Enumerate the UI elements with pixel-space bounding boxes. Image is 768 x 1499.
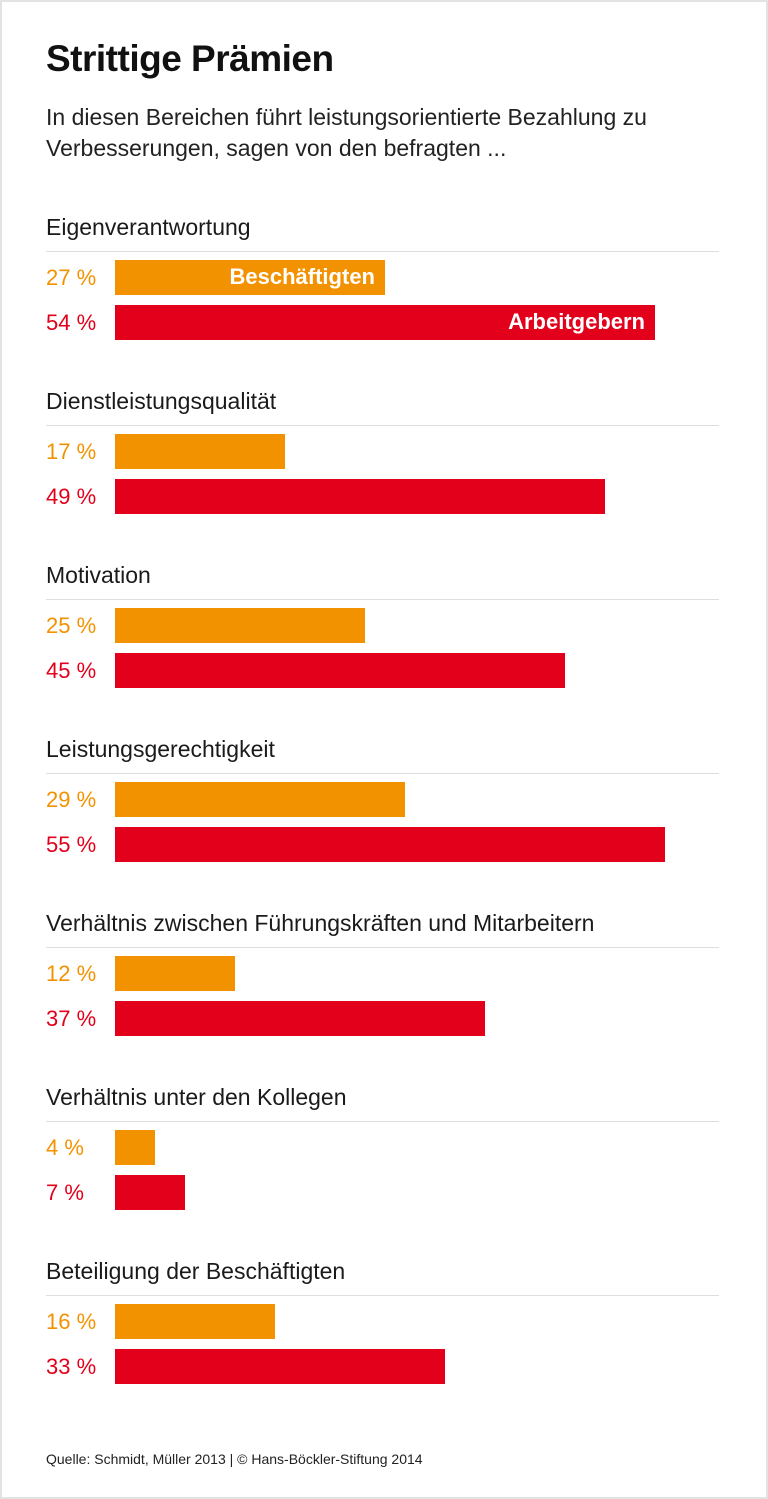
category-group: Beteiligung der Beschäftigten 16 % 33 % (46, 1258, 719, 1432)
bar-beschaeftigte: Beschäftigten (115, 260, 385, 295)
value-label: 33 % (46, 1354, 97, 1379)
category-group: Motivation 25 % 45 % (46, 562, 719, 736)
bar-beschaeftigte (115, 434, 285, 469)
category-label: Verhältnis zwischen Führungskräften und … (46, 910, 595, 936)
value-label: 37 % (46, 1006, 97, 1031)
value-label: 7 % (46, 1180, 84, 1205)
divider (46, 1121, 719, 1122)
category-group: Eigenverantwortung 27 % Beschäftigten 54 % A… (46, 214, 719, 388)
divider (46, 425, 719, 426)
bar-arbeitgeber (115, 1349, 445, 1384)
category-label: Dienstleistungsqualität (46, 388, 277, 414)
bar-arbeitgeber (115, 1175, 185, 1210)
category-label: Eigenverantwortung (46, 214, 251, 240)
source-note: Quelle: Schmidt, Müller 2013 | © Hans-Bö… (46, 1451, 423, 1467)
series-label: Arbeitgebern (508, 309, 645, 334)
value-label: 29 % (46, 787, 97, 812)
category-group: Dienstleistungsqualität 17 % 49 % (46, 388, 719, 562)
chart-title: Strittige Prämien (46, 38, 334, 79)
value-label: 49 % (46, 484, 97, 509)
value-label: 55 % (46, 832, 97, 857)
divider (46, 599, 719, 600)
divider (46, 773, 719, 774)
bar-arbeitgeber (115, 653, 565, 688)
value-label: 25 % (46, 613, 97, 638)
bar-arbeitgeber: Arbeitgebern (115, 305, 655, 340)
category-group: Leistungsgerechtigkeit 29 % 55 % (46, 736, 719, 910)
value-label: 17 % (46, 439, 97, 464)
bar-arbeitgeber (115, 1001, 485, 1036)
chart-subtitle: In diesen Bereichen führt leistungsorien… (46, 104, 647, 161)
divider (46, 251, 719, 252)
category-label: Leistungsgerechtigkeit (46, 736, 275, 762)
bar-beschaeftigte (115, 782, 405, 817)
category-group: Verhältnis unter den Kollegen 4 % 7 % (46, 1084, 719, 1258)
value-label: 12 % (46, 961, 97, 986)
divider (46, 1295, 719, 1296)
value-label: 4 % (46, 1135, 84, 1160)
value-label: 45 % (46, 658, 97, 683)
bar-beschaeftigte (115, 608, 365, 643)
value-label: 54 % (46, 310, 97, 335)
value-label: 16 % (46, 1309, 97, 1334)
value-label: 27 % (46, 265, 97, 290)
bar-beschaeftigte (115, 1130, 155, 1165)
category-group: Verhältnis zwischen Führungskräften und … (46, 910, 719, 1084)
bar-beschaeftigte (115, 1304, 275, 1339)
series-label: Beschäftigten (229, 264, 375, 289)
category-label: Beteiligung der Beschäftigten (46, 1258, 346, 1284)
bar-arbeitgeber (115, 827, 665, 862)
bar-beschaeftigte (115, 956, 235, 991)
bar-arbeitgeber (115, 479, 605, 514)
divider (46, 947, 719, 948)
category-label: Verhältnis unter den Kollegen (46, 1084, 347, 1110)
category-label: Motivation (46, 562, 151, 588)
